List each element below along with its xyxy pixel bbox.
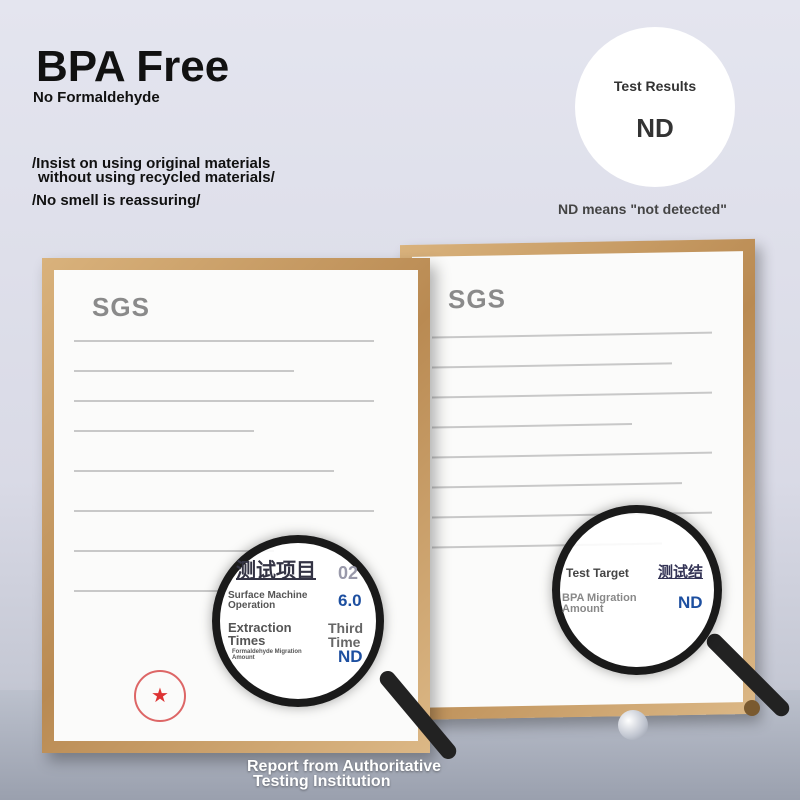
badge-note: ND means "not detected" [558,201,727,217]
footer-line-1: Report from Authoritative [247,758,442,775]
sgs-logo: SGS [448,283,506,315]
footer-line-2: Testing Institution [253,773,391,790]
badge-label: Test Results [613,78,697,94]
magnifier-right: Test Target 测试结 BPA Migration Amount ND [552,505,722,675]
red-seal-stamp: ★ [134,670,186,722]
sgs-logo: SGS [92,292,150,322]
glass-bead [618,710,648,740]
magnifier-left: 测试项目 02 Surface Machine Operation 6.0 Ex… [212,535,384,707]
headline-subtitle: No Formaldehyde [33,89,160,106]
headline-title: BPA Free [36,42,230,91]
test-results-badge: Test Results ND [575,27,735,187]
claim-3: /No smell is reassuring/ [32,192,201,209]
badge-value: ND [636,113,674,143]
claim-1: /Insist on using original materials [32,155,271,172]
claim-2: without using recycled materials/ [38,169,275,186]
wood-bead [744,700,760,716]
